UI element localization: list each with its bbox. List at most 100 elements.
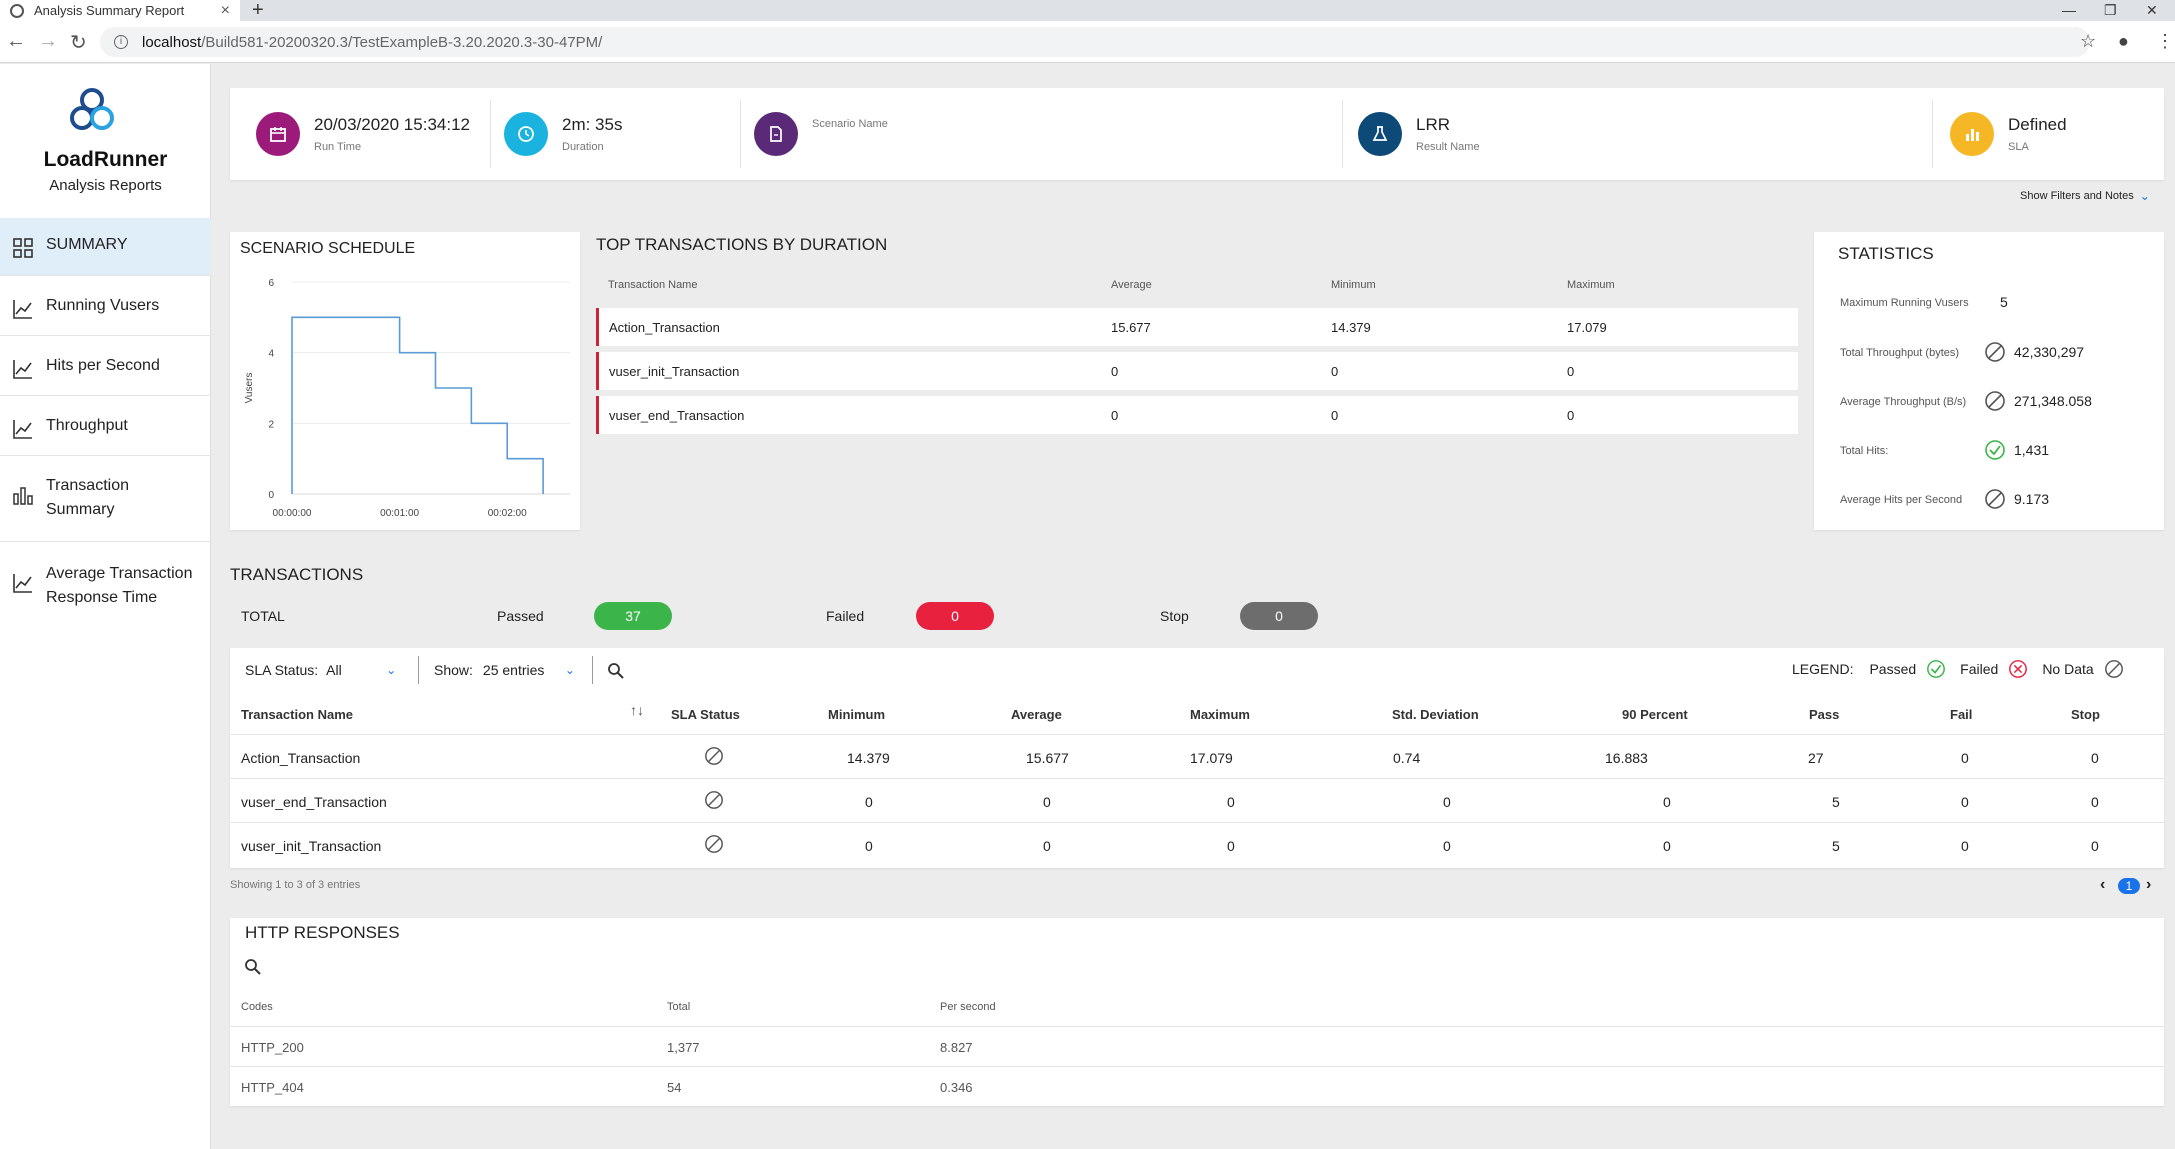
stop-count-badge: 0 — [1240, 602, 1318, 630]
col-transaction-name[interactable]: Transaction Name — [241, 707, 353, 722]
nav-running-vusers-label: Running Vusers — [46, 297, 160, 314]
http-code: HTTP_404 — [241, 1080, 304, 1095]
back-icon[interactable]: ← — [6, 30, 26, 52]
next-page-icon[interactable]: › — [2146, 876, 2152, 893]
minimize-icon[interactable]: — — [2062, 2, 2076, 18]
browser-tab[interactable]: Analysis Summary Report × — [0, 0, 240, 21]
y-tick-label: 0 — [268, 490, 274, 501]
nav-average-transaction-response-time[interactable]: Average Transaction Response Time — [0, 542, 211, 632]
cell-stop: 0 — [2091, 750, 2099, 766]
http-col-codes: Codes — [241, 1001, 273, 1013]
close-tab-icon[interactable]: × — [220, 1, 230, 19]
prev-page-icon[interactable]: ‹ — [2100, 876, 2106, 893]
divider — [1342, 100, 1343, 168]
sla-item: Defined SLA — [1950, 88, 2067, 180]
flask-icon — [1358, 112, 1402, 156]
cell-stop: 0 — [2091, 794, 2099, 810]
url-field[interactable]: i localhost/Build581-20200320.3/TestExam… — [100, 27, 2090, 57]
cell-name: vuser_init_Transaction — [241, 838, 382, 854]
stat-row: Average Hits per Second 9.173 — [1814, 485, 2164, 515]
bookmark-star-icon[interactable]: ☆ — [2080, 31, 2097, 51]
nav-throughput-label: Throughput — [46, 417, 128, 434]
col-pass[interactable]: Pass — [1809, 707, 1840, 722]
sla-status-filter[interactable]: SLA Status: All ⌄ — [245, 662, 396, 678]
top-transactions-title: TOP TRANSACTIONS BY DURATION — [596, 235, 888, 254]
line-chart-icon — [13, 574, 32, 593]
grid-icon — [13, 238, 33, 258]
stat-row: Total Hits: 1,431 — [1814, 436, 2164, 466]
nav-hits-per-second[interactable]: Hits per Second — [0, 336, 211, 396]
col-stop[interactable]: Stop — [2071, 707, 2100, 722]
tt-row[interactable]: vuser_init_Transaction 0 0 0 — [596, 352, 1798, 390]
info-icon[interactable]: i — [114, 35, 128, 49]
show-value: 25 entries — [482, 662, 545, 678]
legend: LEGEND: Passed Failed No Data — [1792, 658, 2124, 680]
chevron-down-icon: ⌄ — [564, 663, 575, 677]
nav-summary[interactable]: SUMMARY — [0, 218, 211, 276]
tt-row[interactable]: Action_Transaction 15.677 14.379 17.079 — [596, 308, 1798, 346]
sla-status-value: All — [326, 662, 342, 678]
no-data-icon — [705, 835, 723, 853]
col-minimum[interactable]: Minimum — [828, 707, 886, 722]
http-per-second: 0.346 — [940, 1080, 973, 1095]
scenario-item: Scenario Name — [754, 88, 888, 180]
table-row[interactable]: Action_Transaction 14.379 15.677 17.079 … — [230, 734, 2164, 778]
nav-throughput[interactable]: Throughput — [0, 396, 211, 456]
new-tab-button[interactable]: + — [252, 0, 264, 21]
run-time-value: 20/03/2020 15:34:12 — [314, 115, 470, 134]
table-row[interactable]: vuser_end_Transaction 0 0 0 0 0 5 0 0 — [230, 778, 2164, 822]
tt-row[interactable]: vuser_end_Transaction 0 0 0 — [596, 396, 1798, 434]
tt-average: 0 — [1111, 408, 1119, 423]
x-tick-label: 00:01:00 — [380, 508, 419, 519]
tt-maximum: 0 — [1567, 408, 1575, 423]
menu-kebab-icon[interactable]: ⋮ — [2156, 31, 2174, 51]
search-icon[interactable] — [244, 958, 262, 976]
close-window-icon[interactable]: ✕ — [2146, 2, 2158, 18]
stop-label: Stop — [1160, 608, 1189, 624]
show-filters-link[interactable]: Show Filters and Notes ⌄ — [2020, 189, 2150, 203]
chevron-down-icon: ⌄ — [386, 663, 397, 677]
nav-transaction-summary-label: Transaction Summary — [46, 477, 129, 518]
tt-name: Action_Transaction — [609, 320, 720, 335]
tt-minimum: 14.379 — [1331, 320, 1371, 335]
page-1-button[interactable]: 1 — [2118, 878, 2140, 894]
stat-value: 1,431 — [2014, 442, 2050, 458]
transactions-table-card: SLA Status: All ⌄ Show: 25 entries ⌄ LEG… — [230, 648, 2164, 868]
statistics-title: STATISTICS — [1838, 244, 1934, 263]
table-row[interactable]: vuser_init_Transaction 0 0 0 0 0 5 0 0 — [230, 822, 2164, 866]
restore-icon[interactable]: ❐ — [2104, 2, 2117, 18]
stat-value: 42,330,297 — [2014, 344, 2085, 360]
cell-std: 0 — [1443, 794, 1451, 810]
transactions-title: TRANSACTIONS — [230, 565, 364, 584]
nav-transaction-summary[interactable]: Transaction Summary — [0, 456, 211, 542]
loadrunner-logo — [70, 88, 114, 130]
cell-p90: 0 — [1663, 838, 1671, 854]
cell-fail: 0 — [1961, 750, 1969, 766]
no-data-icon — [2104, 660, 2123, 678]
reload-icon[interactable]: ↻ — [70, 32, 87, 54]
col-std-deviation[interactable]: Std. Deviation — [1392, 707, 1479, 722]
divider — [740, 100, 741, 168]
col-fail[interactable]: Fail — [1950, 707, 1973, 722]
http-row[interactable]: HTTP_200 1,377 8.827 — [230, 1026, 2164, 1066]
forward-icon[interactable]: → — [38, 30, 58, 52]
col-sla-status[interactable]: SLA Status — [671, 707, 740, 722]
profile-icon[interactable]: ● — [2118, 31, 2129, 51]
show-entries-filter[interactable]: Show: 25 entries ⌄ — [434, 662, 575, 678]
col-maximum[interactable]: Maximum — [1190, 707, 1250, 722]
nav-average-transaction-response-time-label: Average Transaction Response Time — [46, 565, 193, 606]
failed-label: Failed — [826, 608, 865, 624]
total-label: TOTAL — [241, 608, 285, 624]
nav-hits-per-second-label: Hits per Second — [46, 357, 160, 374]
url-host: localhost — [142, 33, 202, 51]
search-icon[interactable] — [607, 662, 625, 680]
nav-running-vusers[interactable]: Running Vusers — [0, 276, 211, 336]
col-90-percent[interactable]: 90 Percent — [1622, 707, 1688, 722]
passed-icon — [1985, 440, 2005, 460]
sort-icon[interactable]: ↑↓ — [630, 702, 644, 718]
tt-col-maximum: Maximum — [1567, 279, 1615, 291]
http-row[interactable]: HTTP_404 54 0.346 — [230, 1066, 2164, 1106]
cell-average: 0 — [1043, 838, 1051, 854]
col-average[interactable]: Average — [1011, 707, 1062, 722]
result-label: Result Name — [1416, 141, 1480, 153]
